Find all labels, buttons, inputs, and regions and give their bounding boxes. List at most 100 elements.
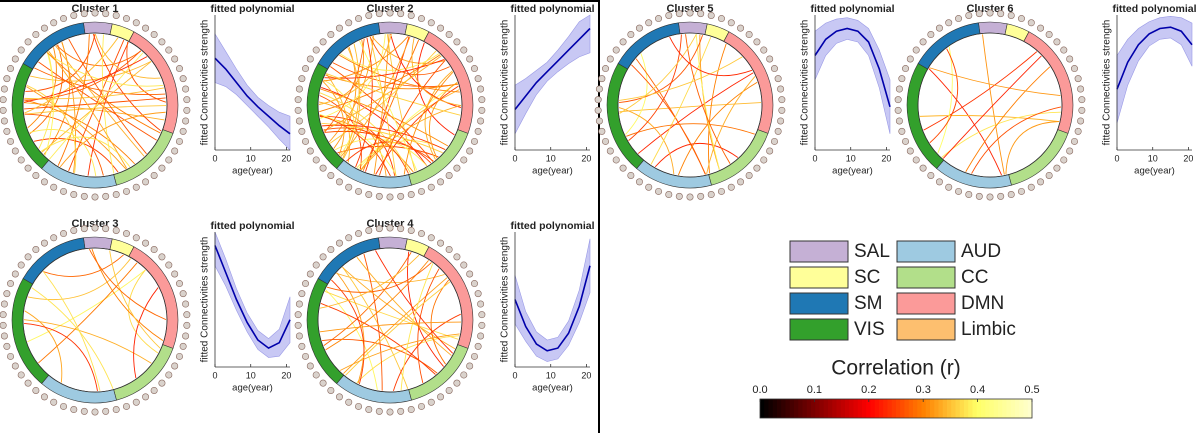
ring-inner — [317, 32, 463, 178]
x-tick-label: 10 — [246, 370, 256, 380]
brain-icon — [40, 24, 48, 32]
brain-icon — [466, 55, 474, 63]
brain-icon — [345, 234, 353, 242]
x-tick-label: 10 — [546, 153, 556, 163]
brain-icon — [295, 117, 303, 125]
brain-icon — [294, 106, 302, 114]
connection — [942, 55, 1042, 159]
brain-icon — [598, 75, 606, 83]
connection — [24, 37, 119, 114]
brain-icon — [17, 371, 25, 379]
brain-icon — [0, 321, 7, 329]
brain-icon — [312, 371, 320, 379]
brain-icon — [906, 55, 914, 63]
connection — [1005, 121, 1060, 175]
colorbar-cell — [985, 399, 990, 418]
brain-icon — [298, 290, 306, 298]
brain-icon — [997, 192, 1005, 200]
colorbar-cell — [777, 399, 782, 418]
brain-icon — [319, 253, 327, 261]
brain-icon — [182, 300, 190, 308]
brain-icon — [50, 19, 58, 27]
brain-icon — [619, 164, 627, 172]
brain-icon — [3, 342, 11, 350]
brain-icon — [0, 106, 7, 114]
brain-icon — [478, 311, 486, 319]
brain-icon — [417, 187, 425, 195]
brain-icon — [7, 65, 15, 73]
brain-icon — [306, 270, 314, 278]
brain-icon — [770, 137, 778, 145]
fitted-line — [514, 27, 591, 110]
brain-icon — [298, 75, 306, 83]
brain-icon — [707, 191, 715, 199]
connection — [61, 41, 77, 173]
brain-icon — [183, 311, 191, 319]
connection — [373, 33, 390, 175]
connection — [929, 67, 1061, 97]
brain-icon — [902, 137, 910, 145]
brain-icon — [302, 137, 310, 145]
connection — [363, 253, 383, 391]
x-tick-label: 20 — [881, 153, 891, 163]
brain-icon — [17, 156, 25, 164]
fitted-line — [814, 27, 891, 108]
plot-title: fitted polynomial — [211, 220, 295, 232]
brain-icon — [319, 164, 327, 172]
brain-icon — [0, 300, 8, 308]
connection — [42, 254, 124, 277]
brain-icon — [298, 127, 306, 135]
connection — [48, 50, 128, 169]
connection — [59, 111, 166, 168]
brain-icon — [745, 171, 753, 179]
brain-icon — [32, 386, 40, 394]
brain-icon — [183, 106, 191, 114]
brain-icon — [1066, 147, 1074, 155]
brain-icon — [477, 117, 485, 125]
brain-icon — [355, 187, 363, 195]
brain-icon — [675, 192, 683, 200]
legend-swatch — [789, 318, 849, 341]
x-tick-label: 0 — [1114, 153, 1119, 163]
brain-icon — [365, 11, 373, 19]
brain-icon — [1007, 11, 1015, 19]
brain-icon — [3, 290, 11, 298]
brain-icon — [445, 31, 453, 39]
brain-icon — [70, 226, 78, 234]
brain-icon — [142, 239, 150, 247]
brain-icon — [345, 183, 353, 191]
brain-icon — [7, 137, 15, 145]
y-axis-label: fitted Connectivities strength — [200, 20, 211, 146]
brain-icon — [665, 11, 673, 19]
brain-icon — [1070, 65, 1078, 73]
colorbar-tick-label: 0.4 — [970, 384, 985, 396]
x-tick-label: 0 — [212, 370, 217, 380]
brain-icon — [24, 164, 32, 172]
connection — [375, 250, 454, 354]
brain-icon — [397, 10, 405, 18]
plot-title: fitted polynomial — [511, 3, 595, 15]
brain-icon — [1074, 75, 1082, 83]
brain-icon — [70, 406, 78, 414]
connection — [321, 338, 438, 374]
brain-icon — [80, 225, 88, 233]
connection — [919, 115, 1060, 123]
brain-icon — [760, 156, 768, 164]
brain-icon — [437, 24, 445, 32]
brain-icon — [182, 85, 190, 93]
brain-icon — [365, 226, 373, 234]
brain-icon — [132, 234, 140, 242]
brain-icon — [774, 75, 782, 83]
colorbar-cell — [981, 399, 986, 418]
brain-icon — [80, 192, 88, 200]
brain-icon — [312, 156, 320, 164]
brain-icon — [3, 127, 11, 135]
brain-icon — [175, 352, 183, 360]
confidence-band — [214, 231, 291, 358]
colorbar-cell — [976, 399, 982, 418]
confidence-band — [514, 14, 591, 134]
brain-icon — [1027, 19, 1035, 27]
brain-icon — [427, 234, 435, 242]
brain-icon — [0, 85, 8, 93]
confidence-band — [514, 238, 591, 362]
